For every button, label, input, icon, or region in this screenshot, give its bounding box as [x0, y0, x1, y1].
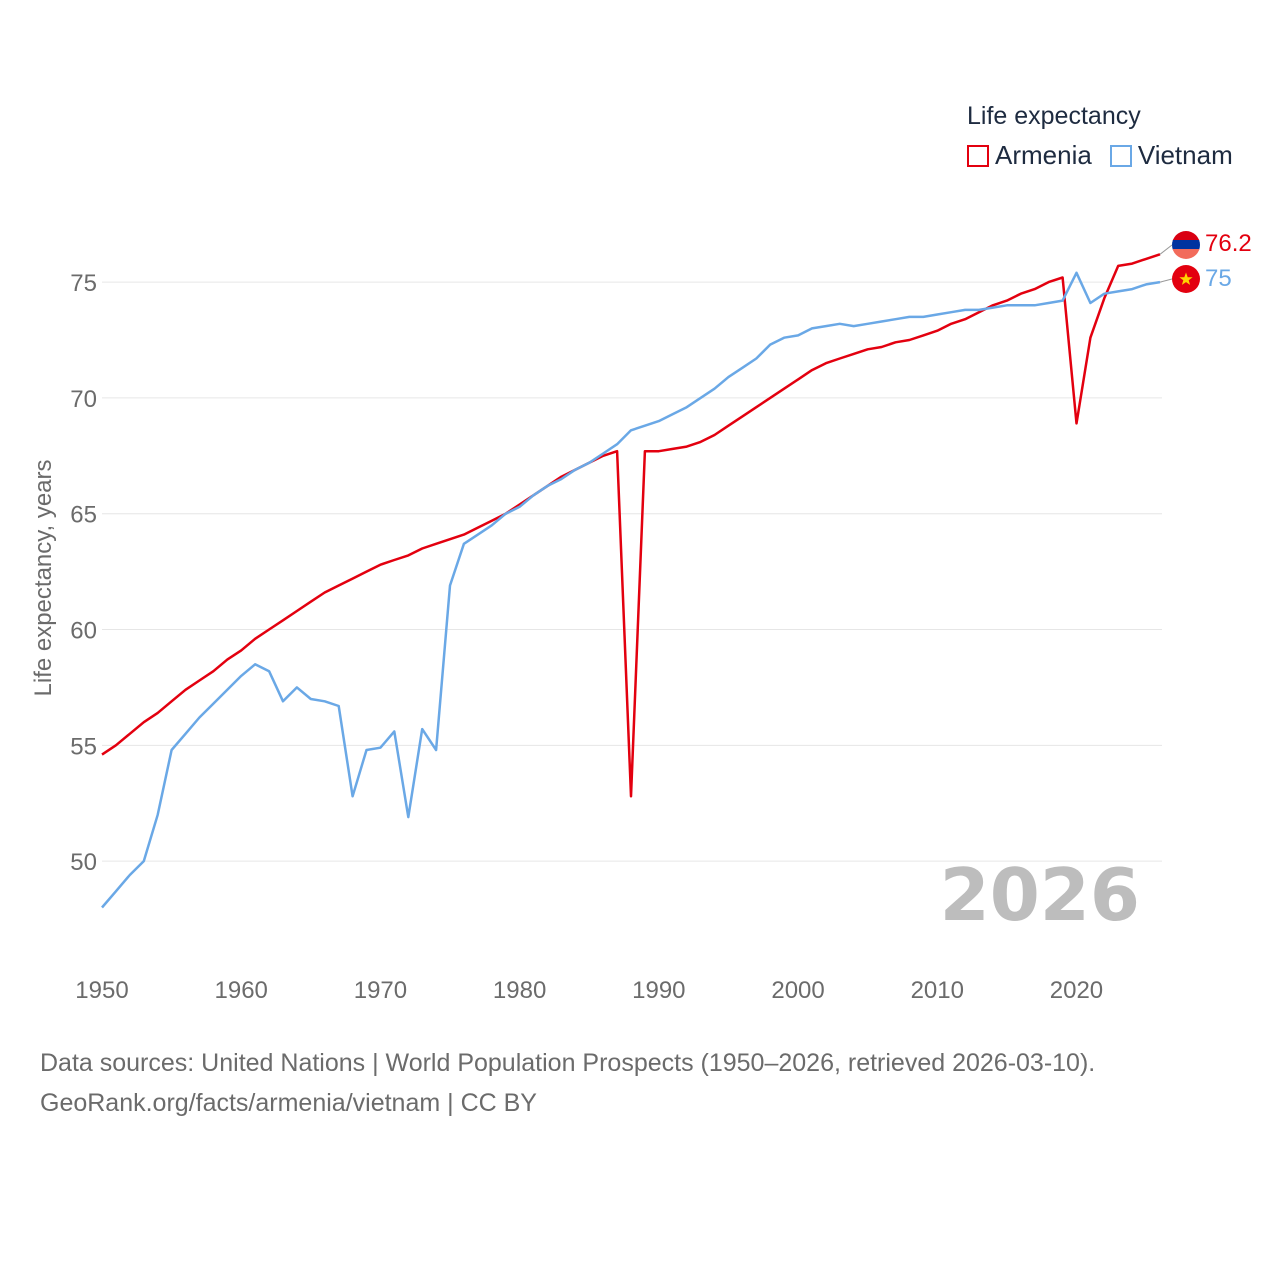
- x-tick-label-1960: 1960: [215, 977, 268, 1004]
- legend: Life expectancy Armenia Vietnam: [967, 100, 1251, 171]
- end-connector-armenia: [1159, 244, 1173, 255]
- end-labels: 76.2 75: [1159, 230, 1252, 292]
- x-tick-label-2020: 2020: [1050, 977, 1103, 1004]
- y-axis-label: Life expectancy, years: [30, 459, 57, 696]
- x-axis-ticks: 1950 1960 1970 1980 1990 2000 2010 2020: [75, 977, 1103, 1004]
- x-tick-label-1990: 1990: [632, 977, 685, 1004]
- y-tick-label-75: 75: [70, 270, 97, 297]
- y-tick-label-60: 60: [70, 618, 97, 645]
- vietnam-flag-icon: [1172, 265, 1200, 293]
- x-tick-label-1950: 1950: [75, 977, 128, 1004]
- legend-title: Life expectancy: [967, 102, 1141, 130]
- y-tick-label-70: 70: [70, 386, 97, 413]
- footer: Data sources: United Nations | World Pop…: [40, 1043, 1095, 1123]
- armenia-flag-icon: [1172, 231, 1200, 259]
- year-watermark: 2026: [940, 853, 1140, 937]
- y-tick-label-55: 55: [70, 733, 97, 760]
- y-axis-ticks: 50 55 60 65 70 75: [70, 270, 97, 876]
- grid-lines: [102, 281, 1162, 862]
- end-connector-vietnam: [1159, 278, 1173, 283]
- legend-swatch-vietnam: [1109, 144, 1132, 167]
- end-label-vietnam: 75: [1205, 265, 1232, 292]
- series-line-vietnam: [101, 271, 1161, 909]
- x-tick-label-1980: 1980: [493, 977, 546, 1004]
- legend-item-vietnam[interactable]: Vietnam: [1109, 140, 1233, 171]
- attribution-text: GeoRank.org/facts/armenia/vietnam | CC B…: [40, 1089, 537, 1117]
- series-line-armenia: [101, 253, 1161, 798]
- y-tick-label-50: 50: [70, 849, 97, 876]
- data-source-text: Data sources: United Nations | World Pop…: [40, 1049, 1096, 1077]
- legend-item-armenia[interactable]: Armenia: [967, 140, 1092, 171]
- x-tick-label-1970: 1970: [354, 977, 407, 1004]
- legend-label-vietnam: Vietnam: [1137, 140, 1233, 170]
- end-label-armenia: 76.2: [1205, 230, 1252, 257]
- legend-swatch-armenia: [967, 144, 989, 167]
- y-tick-label-65: 65: [70, 502, 97, 529]
- x-tick-label-2010: 2010: [911, 977, 964, 1004]
- x-tick-label-2000: 2000: [771, 977, 824, 1004]
- legend-label-armenia: Armenia: [995, 140, 1092, 170]
- series-lines: [101, 253, 1161, 909]
